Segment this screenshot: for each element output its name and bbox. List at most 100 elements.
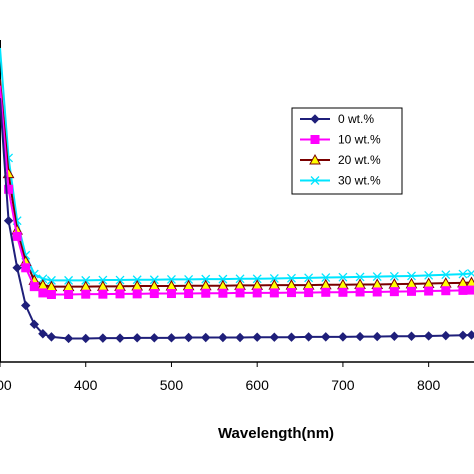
data-point: [467, 285, 474, 295]
data-point: [466, 330, 474, 340]
data-point: [338, 272, 348, 282]
data-point: [115, 333, 125, 343]
data-point: [304, 273, 314, 283]
legend-item: 20 wt.%: [300, 153, 381, 167]
data-point: [406, 331, 417, 341]
data-point: [321, 332, 331, 342]
data-point: [115, 289, 125, 299]
data-point: [64, 275, 74, 285]
data-point: [132, 275, 142, 285]
legend: 0 wt.% 10 wt.% 20 wt.% 30 wt.%: [291, 107, 403, 195]
data-point: [149, 333, 160, 343]
data-point: [12, 231, 22, 241]
data-point: [46, 332, 57, 342]
data-point: [98, 275, 108, 285]
data-point: [38, 274, 48, 284]
data-point: [321, 273, 331, 282]
data-point: [389, 271, 399, 281]
data-point: [458, 330, 468, 341]
data-point: [252, 274, 262, 284]
data-point: [286, 288, 296, 298]
data-point: [115, 275, 125, 285]
data-point: [132, 333, 142, 343]
data-point: [81, 333, 91, 344]
data-point: [81, 289, 91, 299]
data-point: [389, 287, 399, 297]
data-point: [184, 289, 194, 299]
data-point: [458, 269, 468, 279]
data-point: [338, 287, 348, 297]
data-point: [166, 274, 176, 284]
data-point: [321, 287, 331, 297]
x-tick-label: 500: [160, 377, 184, 393]
data-point: [269, 332, 280, 342]
data-point: [81, 275, 91, 285]
data-point: [218, 288, 228, 298]
data-point: [201, 332, 211, 343]
data-point: [467, 268, 474, 278]
data-point: [46, 275, 56, 285]
data-point: [12, 263, 22, 273]
series-layer: [0, 47, 474, 344]
data-point: [252, 288, 262, 298]
data-point: [201, 288, 211, 298]
data-point: [98, 333, 108, 343]
data-point: [4, 184, 14, 194]
plot-area: 300 400 500 600 700 800: [0, 40, 474, 393]
data-point: [338, 332, 348, 342]
data-point: [38, 288, 48, 298]
x-tick-label: 400: [74, 377, 98, 393]
x-tick-label: 800: [417, 377, 441, 393]
legend-label: 10 wt.%: [338, 133, 381, 147]
data-point: [252, 332, 262, 342]
data-point: [269, 274, 279, 283]
data-point: [286, 332, 297, 342]
legend-label: 0 wt.%: [338, 112, 374, 126]
data-point: [355, 287, 365, 297]
data-point: [46, 289, 56, 299]
data-point: [29, 319, 39, 330]
data-point: [201, 274, 211, 284]
series-line: [0, 47, 472, 282]
data-point: [441, 330, 451, 341]
data-point: [303, 332, 314, 342]
data-point: [21, 300, 31, 311]
data-point: [183, 332, 194, 343]
data-point: [149, 275, 159, 285]
data-point: [310, 114, 320, 124]
legend-item: 30 wt.%: [300, 174, 381, 188]
data-point: [287, 273, 296, 283]
data-point: [64, 289, 74, 299]
series-30-wt-: [0, 47, 474, 285]
data-point: [309, 153, 321, 165]
data-point: [21, 263, 31, 273]
data-point: [235, 274, 245, 284]
series-20-wt-: [0, 79, 474, 292]
data-point: [458, 285, 468, 295]
data-point: [166, 333, 177, 343]
data-point: [218, 274, 228, 284]
legend-label: 20 wt.%: [338, 153, 381, 167]
data-point: [310, 176, 320, 185]
data-point: [235, 288, 245, 298]
x-tick-label: 700: [331, 377, 355, 393]
data-point: [63, 333, 74, 344]
data-point: [166, 289, 176, 299]
data-point: [372, 287, 382, 297]
data-point: [407, 271, 416, 281]
data-point: [149, 289, 159, 299]
data-point: [269, 288, 279, 298]
data-point: [424, 286, 434, 296]
data-point: [441, 270, 451, 280]
data-point: [132, 289, 142, 299]
data-point: [98, 289, 108, 299]
series-0-wt-: [0, 98, 474, 344]
data-point: [441, 286, 451, 296]
data-point: [355, 331, 365, 342]
data-point: [355, 272, 365, 282]
data-point: [235, 332, 245, 343]
data-point: [304, 288, 314, 298]
data-point: [407, 286, 417, 296]
data-point: [424, 270, 434, 280]
legend-item: 10 wt.%: [300, 133, 381, 147]
